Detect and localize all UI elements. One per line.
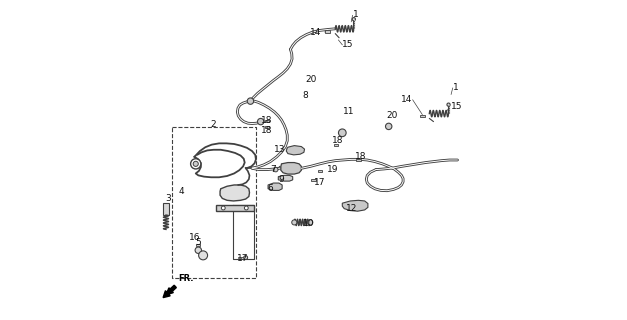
Text: 4: 4 — [179, 187, 184, 196]
Polygon shape — [287, 146, 305, 155]
Bar — [196, 244, 199, 246]
Circle shape — [386, 123, 392, 130]
Text: 18: 18 — [355, 152, 367, 161]
Text: 18: 18 — [332, 136, 344, 145]
Text: 5: 5 — [196, 238, 201, 247]
Text: 1: 1 — [453, 83, 458, 92]
Text: 11: 11 — [343, 107, 355, 116]
Text: 7: 7 — [270, 165, 276, 174]
Circle shape — [292, 220, 297, 225]
Bar — [312, 179, 315, 181]
Text: FR.: FR. — [179, 274, 194, 283]
Circle shape — [244, 256, 248, 260]
Bar — [356, 159, 361, 161]
Text: 17: 17 — [314, 178, 325, 187]
Bar — [334, 143, 338, 146]
Text: 6: 6 — [268, 184, 273, 193]
Text: 2: 2 — [211, 120, 216, 129]
Circle shape — [199, 251, 208, 260]
Text: 9: 9 — [278, 175, 284, 184]
Circle shape — [247, 98, 254, 104]
Text: 8: 8 — [302, 91, 308, 100]
Polygon shape — [342, 200, 368, 211]
Text: 14: 14 — [310, 28, 322, 36]
Polygon shape — [220, 185, 250, 201]
Text: 20: 20 — [386, 111, 398, 120]
Polygon shape — [216, 205, 255, 211]
Text: 3: 3 — [165, 194, 171, 203]
Text: 18: 18 — [261, 116, 273, 125]
Text: 17: 17 — [238, 254, 249, 263]
Text: 13: 13 — [274, 145, 285, 154]
Text: 20: 20 — [305, 75, 317, 84]
Bar — [265, 120, 270, 122]
Circle shape — [258, 118, 264, 125]
Circle shape — [308, 220, 313, 225]
Circle shape — [273, 167, 278, 172]
Polygon shape — [281, 163, 302, 174]
Bar — [318, 170, 322, 172]
Circle shape — [245, 206, 248, 210]
Text: 15: 15 — [450, 102, 462, 111]
Circle shape — [193, 161, 198, 166]
Bar — [163, 203, 169, 215]
Text: 16: 16 — [189, 233, 200, 242]
Text: 19: 19 — [327, 165, 339, 174]
Circle shape — [191, 159, 201, 169]
Polygon shape — [278, 175, 293, 181]
Text: 10: 10 — [303, 219, 314, 228]
Bar — [325, 30, 330, 33]
Text: 12: 12 — [345, 204, 357, 212]
FancyArrow shape — [163, 285, 176, 298]
Circle shape — [221, 206, 225, 210]
Bar — [265, 126, 270, 129]
Bar — [419, 115, 425, 117]
Circle shape — [352, 18, 356, 21]
Text: 18: 18 — [261, 126, 273, 135]
Text: 14: 14 — [401, 95, 413, 104]
Text: 15: 15 — [342, 40, 354, 49]
Circle shape — [195, 247, 201, 253]
Circle shape — [339, 129, 346, 137]
Polygon shape — [268, 183, 282, 190]
Circle shape — [447, 103, 450, 106]
Text: 1: 1 — [352, 10, 358, 19]
